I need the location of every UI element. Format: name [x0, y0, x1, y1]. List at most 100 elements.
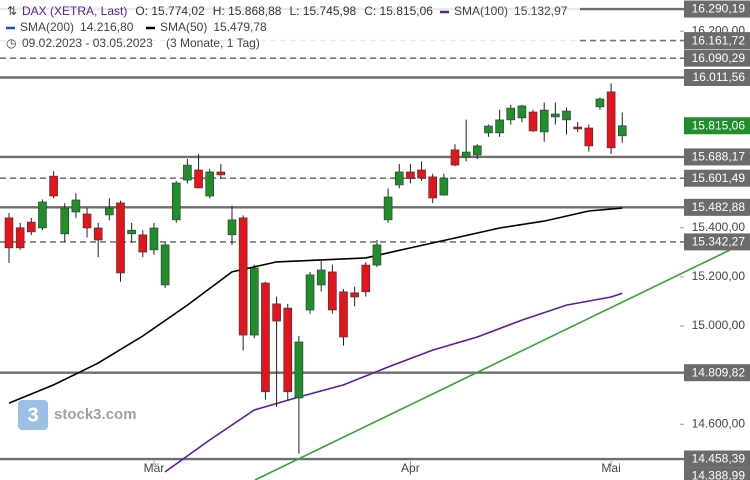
level-label: 14.458,39 [692, 452, 746, 466]
candle-body [383, 196, 393, 221]
candle-body [551, 113, 560, 118]
candle-body [528, 111, 538, 132]
candle-body [93, 227, 103, 241]
level-label-bg [684, 148, 750, 166]
legend-entry: SMA(50) 15.479,78 [160, 20, 267, 34]
candle-body [517, 105, 527, 119]
candle-body [606, 91, 616, 149]
candle-body [15, 227, 25, 249]
candle-body [294, 341, 304, 399]
y-tick-label: 15.400,00 [692, 220, 746, 234]
candle-body [472, 145, 482, 156]
candle-body [38, 201, 47, 229]
candle-body [361, 264, 371, 293]
level-label-bg [684, 117, 750, 135]
sma-line [164, 292, 623, 473]
candle-body [484, 125, 493, 134]
candle-body [573, 126, 582, 130]
level-label: 16.161,72 [692, 33, 746, 47]
x-tick-label: Mai [601, 461, 620, 475]
candle-body [328, 271, 337, 311]
level-label: 14.809,82 [692, 365, 746, 379]
level-labels: 16.290,19 16.161,72 16.090,29 16.011,56 15.8… [684, 0, 750, 480]
candle-body [316, 269, 326, 286]
header-item: DAX (XETRA, Last) [22, 4, 127, 18]
candle-body [4, 217, 14, 249]
candle-body [461, 151, 471, 158]
header-item: L: 15.745,98 [289, 4, 356, 18]
candle-body [339, 291, 348, 338]
candle-body [283, 307, 293, 393]
watermark: stock3.com [54, 406, 137, 423]
candle-body [495, 119, 504, 134]
x-tick-label: Mär [144, 461, 165, 475]
x-tick-label: Apr [401, 461, 420, 475]
level-label-bg [684, 364, 750, 382]
level-label-bg [684, 49, 750, 67]
level-label-bg [684, 233, 750, 251]
level-label: 15.482,88 [692, 200, 746, 214]
y-tick-label: 14.600,00 [692, 416, 746, 430]
candle-body [82, 213, 92, 229]
header-item: H: 15.868,88 [213, 4, 282, 18]
level-label: 15.688,17 [692, 150, 746, 164]
candle-body [105, 207, 114, 216]
candle-body [595, 98, 605, 108]
legend-value: 15.479,78 [213, 20, 267, 34]
trend-line [254, 249, 731, 480]
level-label-bg [684, 450, 750, 468]
y-tick-label: 15.000,00 [692, 318, 746, 332]
level-label: 16.290,19 [692, 2, 746, 16]
header: ⇅ DAX (XETRA, Last) O: 15.774,02 H: 15.868… [0, 0, 580, 52]
logo: 3 stock3.com [18, 400, 137, 430]
level-label: 15.815,06 [692, 118, 746, 132]
period: 09.02.2023 - 03.05.2023 [22, 36, 153, 50]
candle-body [261, 282, 270, 393]
candle-body [406, 171, 415, 179]
candle-body [183, 164, 192, 181]
logo-icon [18, 400, 48, 430]
candle-body [60, 207, 70, 235]
candle-body [238, 217, 248, 336]
candle-body [350, 292, 359, 298]
candle-body [394, 171, 404, 186]
candle-body [617, 125, 627, 137]
level-label: 15.342,27 [692, 235, 746, 249]
candle-body [562, 110, 571, 121]
candle-body [71, 199, 81, 213]
candle-body [506, 107, 516, 121]
candle-body [305, 274, 315, 311]
candle-body [250, 267, 259, 336]
legend-name: SMA(50) [160, 20, 207, 34]
legend-value: 15.132,97 [514, 4, 568, 18]
level-label: 16.011,56 [693, 70, 746, 84]
candle-body [149, 227, 159, 251]
logo-mark: 3 [27, 404, 38, 426]
header-bg [0, 0, 580, 52]
legend-entry: SMA(100) 15.132,97 [454, 4, 568, 18]
candle-body [160, 244, 170, 286]
header-item: C: 15.815,06 [364, 4, 433, 18]
candle-body [439, 177, 449, 196]
candle-body [116, 202, 125, 274]
level-label-bg [684, 198, 750, 216]
candle-body [450, 149, 460, 166]
candle-body [584, 127, 594, 147]
level-label-bg [684, 169, 750, 187]
candle-body [216, 171, 226, 176]
level-label-bg [684, 467, 750, 480]
level-label-bg [684, 68, 750, 86]
candle-body [539, 109, 549, 133]
candle-body [205, 171, 214, 197]
legend-value: 14.216,80 [80, 20, 134, 34]
candle-body [194, 169, 203, 189]
candle-body [49, 175, 58, 197]
header-item: O: 15.774,02 [135, 4, 205, 18]
level-label: 15.601,49 [692, 171, 746, 185]
legend-entry: SMA(200) 14.216,80 [20, 20, 134, 34]
header-line: DAX (XETRA, Last) O: 15.774,02 H: 15.868,8… [22, 4, 433, 18]
legend-name: SMA(100) [454, 4, 508, 18]
candle-body [138, 234, 148, 253]
